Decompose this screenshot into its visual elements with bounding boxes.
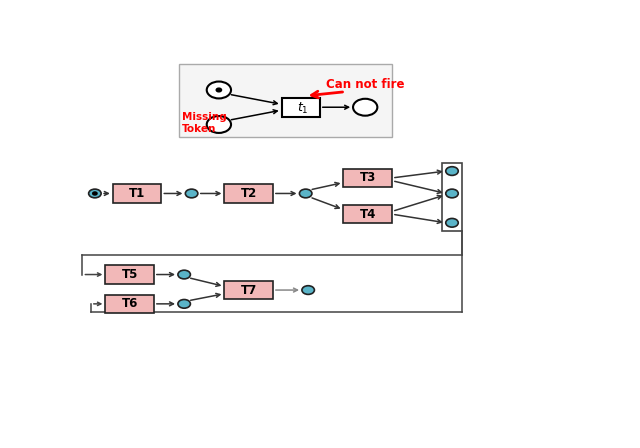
Circle shape <box>445 167 458 176</box>
Circle shape <box>445 189 458 198</box>
Circle shape <box>186 189 198 198</box>
FancyBboxPatch shape <box>179 64 392 137</box>
Text: T1: T1 <box>129 187 145 200</box>
Circle shape <box>445 219 458 227</box>
Circle shape <box>353 99 378 116</box>
Text: Missing
Token: Missing Token <box>182 112 227 134</box>
FancyBboxPatch shape <box>113 184 161 202</box>
FancyBboxPatch shape <box>106 265 154 284</box>
Text: T2: T2 <box>241 187 257 200</box>
FancyBboxPatch shape <box>344 205 392 224</box>
Circle shape <box>207 82 231 99</box>
Text: T7: T7 <box>241 284 257 297</box>
Circle shape <box>93 192 97 195</box>
FancyBboxPatch shape <box>225 281 273 299</box>
Text: Can not fire: Can not fire <box>326 78 404 91</box>
Circle shape <box>178 300 191 308</box>
Circle shape <box>178 270 191 279</box>
Text: T4: T4 <box>360 208 376 221</box>
FancyBboxPatch shape <box>106 295 154 313</box>
Text: T3: T3 <box>360 172 376 185</box>
FancyBboxPatch shape <box>344 169 392 187</box>
Circle shape <box>302 286 314 294</box>
Text: $t_1$: $t_1$ <box>298 101 309 116</box>
Circle shape <box>216 88 221 92</box>
Text: T5: T5 <box>122 268 138 281</box>
FancyBboxPatch shape <box>225 184 273 202</box>
Circle shape <box>88 189 101 198</box>
Text: T6: T6 <box>122 297 138 310</box>
Circle shape <box>207 116 231 133</box>
FancyBboxPatch shape <box>282 98 320 117</box>
Circle shape <box>300 189 312 198</box>
